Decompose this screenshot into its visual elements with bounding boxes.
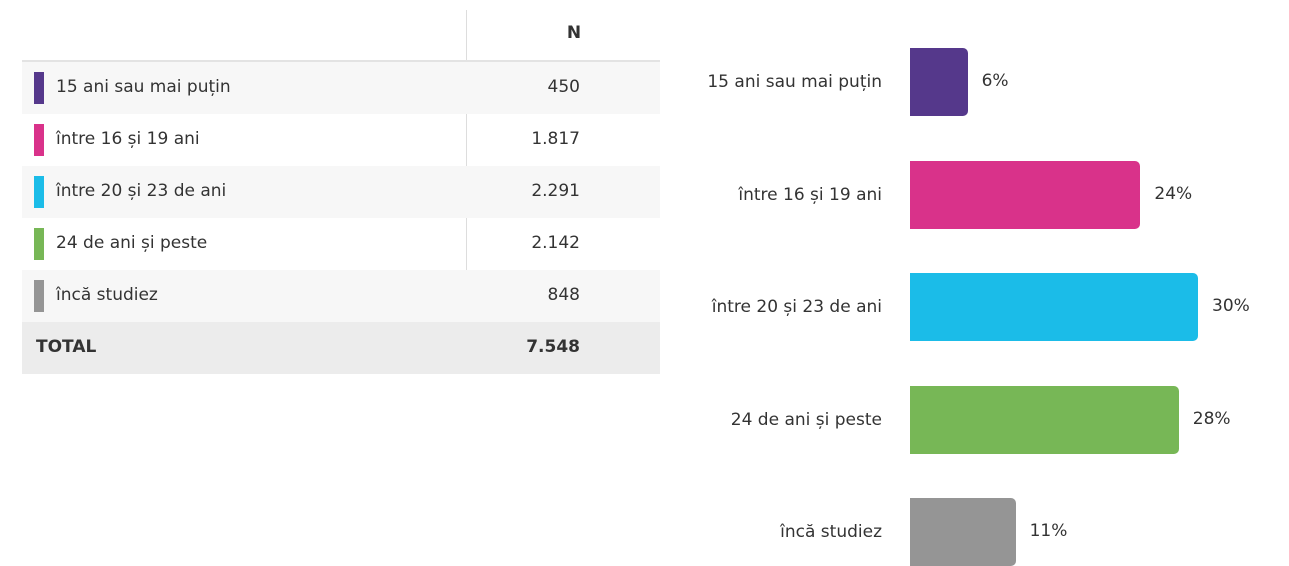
row-value: 450 — [547, 77, 580, 97]
table-row: între 20 și 23 de ani 2.291 — [22, 166, 660, 218]
row-label: încă studiez — [56, 285, 158, 305]
table-row: între 16 și 19 ani 1.817 — [22, 114, 660, 166]
category-label: încă studiez — [780, 522, 882, 542]
color-swatch — [34, 124, 44, 156]
row-label: 15 ani sau mai puțin — [56, 77, 231, 97]
total-value: 7.548 — [526, 337, 580, 357]
color-swatch — [34, 280, 44, 312]
value-label: 11% — [1029, 521, 1068, 541]
row-label: între 16 și 19 ani — [56, 129, 200, 149]
bar — [910, 160, 1141, 229]
color-swatch — [34, 176, 44, 208]
row-value: 2.291 — [531, 181, 580, 201]
table-header: N — [22, 10, 660, 62]
bar — [910, 273, 1198, 341]
row-value: 848 — [547, 285, 580, 305]
row-value: 2.142 — [531, 233, 580, 253]
value-label: 24% — [1154, 183, 1193, 204]
bar — [910, 48, 968, 116]
header-cell: N — [566, 23, 582, 43]
value-label: 30% — [1212, 296, 1250, 316]
row-value: 1.817 — [531, 129, 580, 149]
color-swatch — [34, 228, 44, 260]
category-label: între 16 și 19 ani — [738, 184, 882, 205]
row-label: între 20 și 23 de ani — [56, 181, 227, 201]
row-label: 24 de ani și peste — [56, 233, 208, 253]
table: N 15 ani sau mai puțin 450 între 16 și 19 … — [22, 10, 660, 374]
total-row: TOTAL 7.548 — [22, 322, 660, 374]
color-swatch — [34, 72, 44, 104]
table-body: 15 ani sau mai puțin 450 între 16 și 19 an… — [22, 62, 660, 374]
table-row: încă studiez 848 — [22, 270, 660, 322]
table-row: 24 de ani și peste 2.142 — [22, 218, 660, 270]
table-row: 15 ani sau mai puțin 450 — [22, 62, 660, 114]
category-label: între 20 și 23 de ani — [711, 297, 882, 317]
value-label: 28% — [1192, 408, 1231, 429]
category-label: 15 ani sau mai puțin — [707, 72, 882, 92]
category-label: 24 de ani și peste — [730, 409, 882, 430]
value-label: 6% — [981, 71, 1009, 91]
bar — [910, 498, 1016, 566]
bar — [910, 385, 1179, 454]
total-label: TOTAL — [36, 337, 97, 357]
